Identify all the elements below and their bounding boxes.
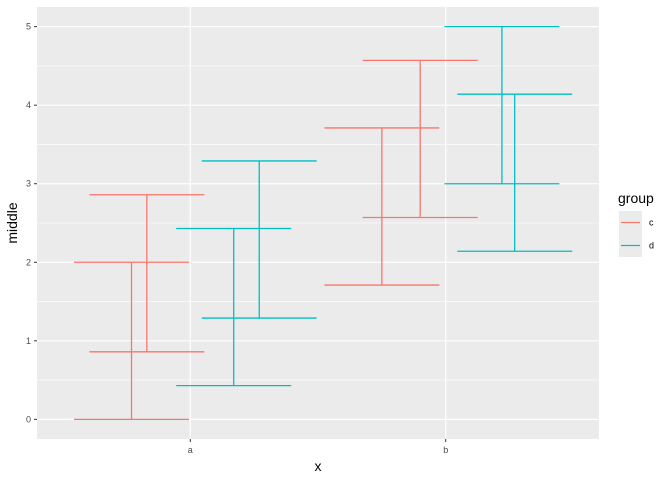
legend-key-d xyxy=(619,234,642,257)
error-bar-d xyxy=(444,25,560,185)
x-tick-label: b xyxy=(443,445,448,455)
x-axis-title: x xyxy=(315,458,322,474)
y-tick-label: 5 xyxy=(26,22,31,32)
y-tick-label: 2 xyxy=(26,257,31,267)
x-tick-label: a xyxy=(188,445,193,455)
y-axis: 0 1 2 3 4 5 xyxy=(26,22,37,424)
legend-title: group xyxy=(618,190,654,206)
error-bar-d xyxy=(176,227,292,387)
error-bar-c xyxy=(362,59,478,219)
y-tick-label: 4 xyxy=(26,100,31,110)
legend-key-c xyxy=(619,211,642,234)
legend: group c d xyxy=(618,190,654,257)
legend-label-c: c xyxy=(649,218,654,228)
error-bar-c xyxy=(89,194,205,353)
error-bar-d xyxy=(457,93,573,252)
y-tick-label: 3 xyxy=(26,179,31,189)
error-bar-d xyxy=(201,160,317,319)
error-bars xyxy=(74,25,573,421)
y-tick-label: 0 xyxy=(26,414,31,424)
legend-label-d: d xyxy=(649,241,654,251)
error-bar-c xyxy=(74,261,189,421)
y-axis-title: middle xyxy=(4,202,20,243)
y-tick-label: 1 xyxy=(26,336,31,346)
